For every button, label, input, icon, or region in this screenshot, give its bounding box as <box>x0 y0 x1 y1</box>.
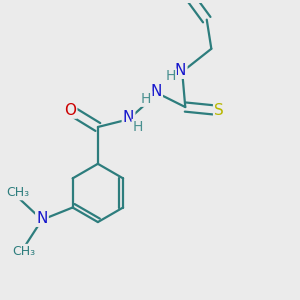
Text: S: S <box>214 103 224 118</box>
Text: H: H <box>133 120 143 134</box>
Text: CH₃: CH₃ <box>12 245 35 258</box>
Text: N: N <box>123 110 134 125</box>
Text: H: H <box>141 92 151 106</box>
Text: N: N <box>36 211 48 226</box>
Text: H: H <box>165 69 176 83</box>
Text: O: O <box>64 103 76 118</box>
Text: N: N <box>150 84 162 99</box>
Text: N: N <box>175 63 186 78</box>
Text: CH₃: CH₃ <box>6 186 29 199</box>
